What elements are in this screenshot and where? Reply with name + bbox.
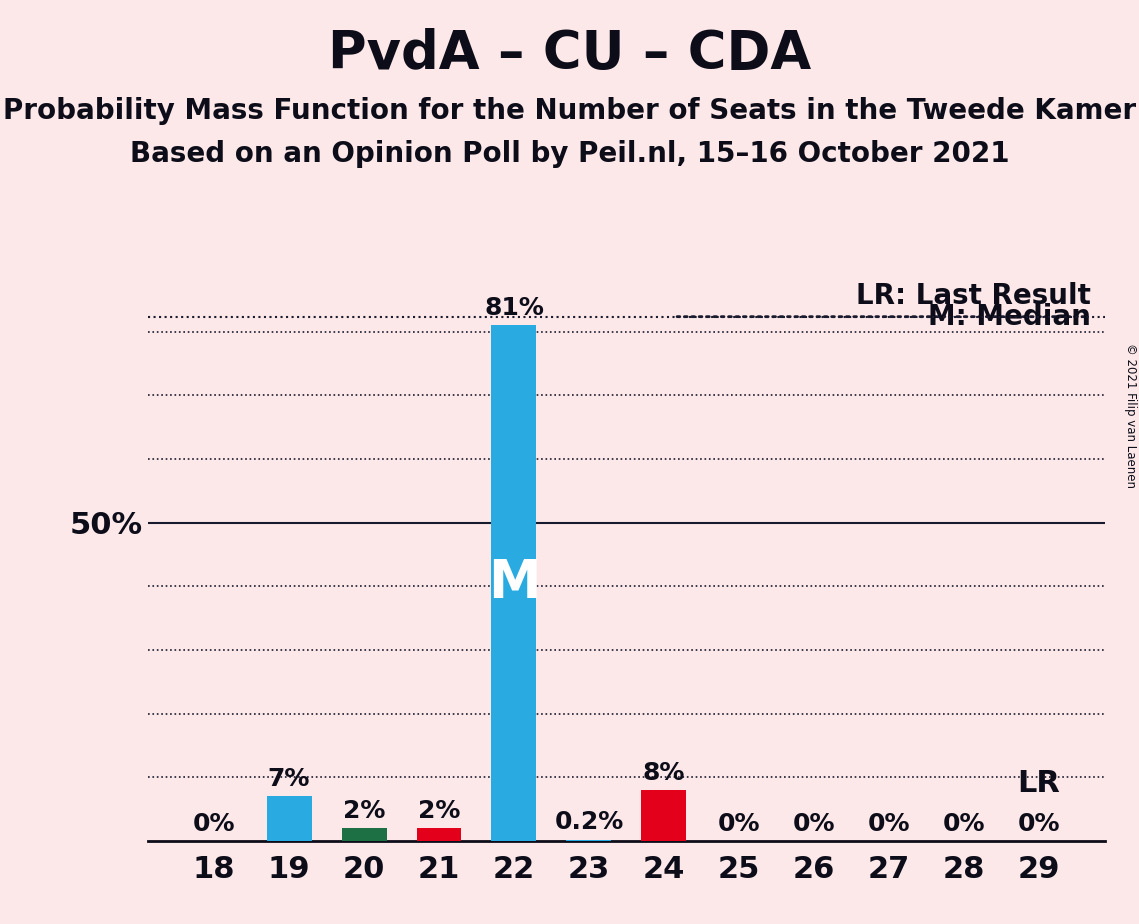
Text: 81%: 81% [484, 297, 544, 320]
Text: 0%: 0% [192, 812, 236, 835]
Text: LR: LR [1017, 769, 1060, 798]
Text: PvdA – CU – CDA: PvdA – CU – CDA [328, 28, 811, 79]
Text: 0.2%: 0.2% [555, 810, 623, 834]
Text: 2%: 2% [418, 799, 460, 823]
Text: LR: Last Result: LR: Last Result [855, 283, 1090, 310]
Text: Probability Mass Function for the Number of Seats in the Tweede Kamer: Probability Mass Function for the Number… [3, 97, 1136, 125]
Text: 0%: 0% [1017, 812, 1060, 835]
Text: M: M [487, 557, 540, 609]
Text: © 2021 Filip van Laenen: © 2021 Filip van Laenen [1124, 344, 1137, 488]
Text: 8%: 8% [642, 760, 686, 784]
Text: M: Median: M: Median [927, 303, 1090, 331]
Bar [342, 828, 386, 841]
Bar [566, 840, 612, 841]
Bar [492, 325, 536, 841]
Text: 0%: 0% [793, 812, 835, 835]
Text: 0%: 0% [868, 812, 910, 835]
Text: 0%: 0% [943, 812, 985, 835]
Bar [641, 790, 687, 841]
Text: 2%: 2% [343, 799, 385, 823]
Text: 7%: 7% [268, 767, 310, 791]
Bar [267, 796, 312, 841]
Bar [417, 828, 461, 841]
Text: 0%: 0% [718, 812, 760, 835]
Text: Based on an Opinion Poll by Peil.nl, 15–16 October 2021: Based on an Opinion Poll by Peil.nl, 15–… [130, 140, 1009, 168]
